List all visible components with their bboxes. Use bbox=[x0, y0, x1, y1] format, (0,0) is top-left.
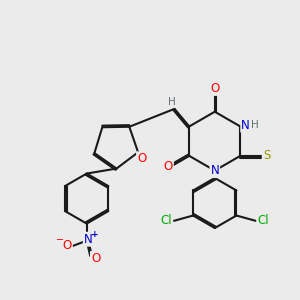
Text: O: O bbox=[91, 252, 100, 265]
Text: H: H bbox=[251, 120, 259, 130]
Text: N: N bbox=[210, 164, 219, 177]
Text: H: H bbox=[168, 97, 176, 107]
Text: O: O bbox=[210, 82, 219, 95]
Text: S: S bbox=[263, 149, 271, 162]
Text: O: O bbox=[137, 152, 146, 165]
Text: Cl: Cl bbox=[257, 214, 269, 227]
Text: Cl: Cl bbox=[160, 214, 172, 227]
Text: N: N bbox=[84, 233, 92, 246]
Text: O: O bbox=[63, 239, 72, 252]
Text: O: O bbox=[164, 160, 173, 173]
Text: N: N bbox=[241, 119, 250, 132]
Text: +: + bbox=[91, 230, 98, 239]
Text: −: − bbox=[56, 235, 64, 245]
